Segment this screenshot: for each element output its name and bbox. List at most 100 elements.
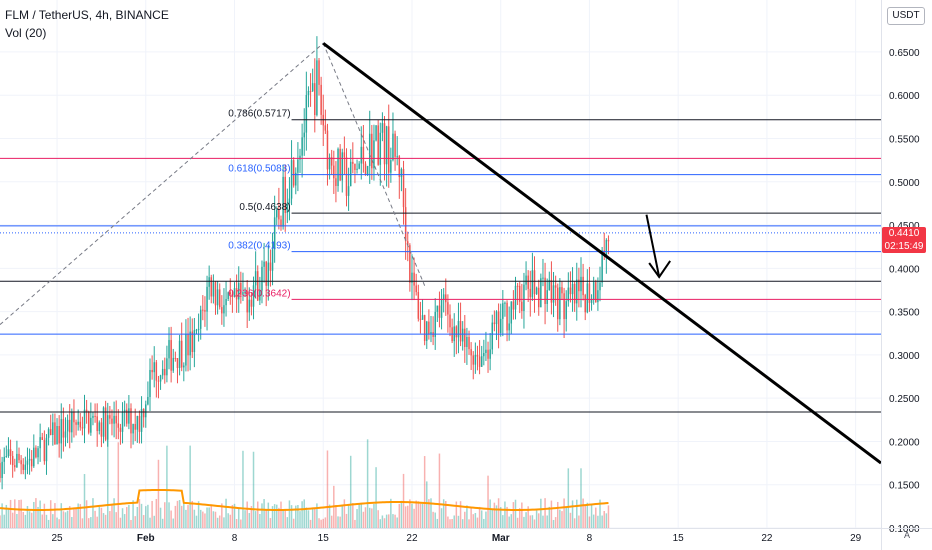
symbol-title[interactable]: FLM / TetherUS, 4h, BINANCE (5, 8, 169, 22)
volume-bar (588, 516, 591, 528)
volume-bar (62, 511, 65, 528)
volume-bar (254, 511, 257, 528)
candle-body (75, 422, 77, 425)
candle-body (244, 291, 246, 293)
candle-body (423, 315, 426, 341)
volume-bar (347, 505, 350, 528)
candle-body (271, 249, 274, 271)
volume-bar (607, 505, 610, 528)
candle-body (428, 321, 430, 335)
volume-bar (259, 514, 261, 528)
candle-body (459, 320, 462, 342)
descending-trendline (322, 42, 882, 465)
volume-bar (11, 512, 14, 528)
volume-indicator-label[interactable]: Vol (20) (5, 26, 47, 40)
candle-body (383, 123, 386, 165)
auto-scale-button[interactable]: A (903, 530, 910, 540)
candle-body (178, 340, 181, 369)
candle-body (468, 337, 470, 350)
y-tick-label: 0.2500 (889, 394, 920, 405)
candle-body (290, 160, 293, 199)
volume-bar (94, 510, 96, 528)
volume-bar (390, 498, 392, 528)
candle-body (45, 437, 48, 462)
volume-bar (121, 508, 124, 528)
candle-body (98, 422, 101, 432)
candle-body (52, 422, 54, 435)
candle-body (413, 272, 415, 286)
candle-body (491, 322, 494, 350)
volume-bar (269, 518, 272, 528)
volume-bar (166, 445, 168, 528)
candle-body (326, 130, 329, 170)
y-tick-label: 0.6000 (889, 91, 920, 102)
candle-body (529, 288, 532, 298)
candle-body (333, 165, 335, 179)
volume-bar (525, 512, 527, 528)
candle-body (233, 288, 236, 297)
volume-bar (199, 509, 202, 528)
volume-bar (66, 510, 69, 528)
volume-bar (400, 500, 403, 528)
volume-bar (157, 459, 160, 528)
candle-body (485, 349, 487, 353)
candle-body (39, 437, 41, 449)
candle-body (607, 239, 610, 242)
volume-bar (98, 506, 101, 528)
volume-bar (440, 508, 443, 528)
volume-bar (271, 506, 274, 528)
candle-body (33, 447, 35, 467)
y-tick-label: 0.5500 (889, 134, 920, 145)
y-tick-label: 0.4500 (889, 221, 920, 232)
candle-body (47, 429, 50, 438)
volume-bar (447, 516, 449, 528)
candle-body (436, 305, 439, 312)
candle-body (117, 423, 120, 428)
candle-body (415, 285, 417, 293)
candle-body (586, 283, 589, 313)
candle-body (0, 463, 1, 479)
candle-body (134, 423, 136, 430)
candle-body (339, 148, 341, 181)
candle-body (189, 331, 191, 356)
volume-bar (68, 506, 71, 528)
volume-bar (18, 500, 20, 528)
volume-bar (128, 504, 130, 528)
candle-body (605, 239, 608, 256)
candles[interactable] (0, 36, 610, 490)
candle-body (371, 133, 373, 169)
currency-button[interactable]: USDT (887, 7, 925, 25)
volume-bar (248, 513, 251, 528)
candle-body (318, 60, 320, 85)
volume-bar (210, 506, 213, 528)
volume-bar (423, 456, 426, 528)
candle-body (417, 292, 420, 319)
candle-body (14, 465, 16, 468)
volume-bar (531, 515, 534, 528)
volume-bar (147, 504, 149, 528)
volume-bar (90, 517, 92, 528)
candle-body (381, 123, 384, 133)
candle-body (170, 340, 172, 371)
candle-body (85, 409, 88, 413)
candle-body (470, 349, 472, 356)
time-axis[interactable]: 25 Feb 8 15 22 Mar 8 15 22 29 (0, 528, 932, 545)
drawings[interactable]: 0.786(0.5717) 0.618(0.5083) 0.5(0.4638) 0.3… (0, 42, 882, 465)
price-axis[interactable]: 0.1000 0.1500 0.2000 0.2500 0.3000 0.3500 0.40… (881, 0, 921, 550)
volume-bar (489, 499, 491, 528)
volume-bar (168, 502, 170, 528)
candle-body (561, 287, 563, 294)
candle-body (128, 408, 130, 424)
volume-bar (286, 517, 289, 528)
candle-body (557, 287, 559, 320)
volume-bar (237, 507, 240, 528)
candle-body (225, 298, 227, 306)
candle-body (109, 415, 111, 419)
candle-body (510, 301, 513, 324)
volume-bar (231, 504, 234, 528)
volume-bar (161, 518, 164, 528)
candle-body (457, 320, 460, 338)
projection-arrow-head (648, 260, 671, 279)
candle-body (100, 422, 103, 437)
